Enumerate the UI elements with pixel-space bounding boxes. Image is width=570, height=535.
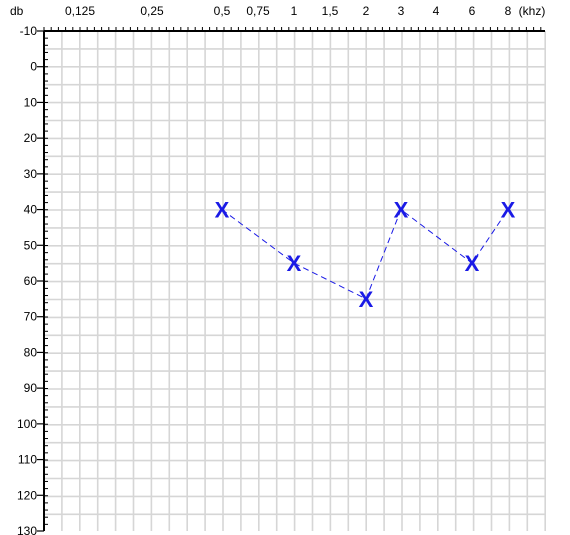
x-tick-label: 4	[433, 4, 440, 18]
y-tick-label: 110	[18, 453, 37, 467]
x-axis-label: (khz)	[519, 4, 546, 18]
x-tick-label: 8	[505, 4, 512, 18]
y-tick-label: 10	[24, 95, 38, 109]
data-point-marker: X	[501, 198, 516, 223]
y-axis-label: db	[10, 4, 24, 18]
x-tick-label: 3	[398, 4, 405, 18]
grid	[44, 31, 545, 531]
y-tick-label: 100	[17, 417, 37, 431]
y-tick-label: 70	[24, 310, 38, 324]
data-point-marker: X	[359, 287, 374, 312]
data-point-marker: X	[215, 198, 230, 223]
y-tick-label: 0	[30, 60, 37, 74]
y-tick-label: 30	[24, 167, 38, 181]
y-tick-label: 120	[17, 488, 37, 502]
x-tick-label: 6	[469, 4, 476, 18]
y-tick-label: -10	[20, 24, 38, 38]
x-tick-label: 0,25	[140, 4, 164, 18]
data-point-marker: X	[287, 251, 302, 276]
y-tick-label: 130	[17, 524, 37, 535]
data-point-marker: X	[465, 251, 480, 276]
x-tick-label: 0,5	[214, 4, 231, 18]
x-tick-label: 1,5	[322, 4, 339, 18]
y-tick-label: 40	[24, 203, 38, 217]
x-tick-label: 0,75	[246, 4, 270, 18]
y-tick-labels: -10 0 10 20 30 40 50 60 70 80 90 100 110 120 130	[17, 24, 44, 535]
y-tick-label: 90	[24, 381, 38, 395]
x-tick-labels: 0,125 0,25 0,5 0,75 1 1,5 2 3 4 6 8	[65, 4, 512, 18]
y-tick-label: 80	[24, 345, 38, 359]
y-tick-label: 50	[24, 238, 38, 252]
y-tick-label: 60	[24, 274, 38, 288]
x-tick-label: 0,125	[65, 4, 95, 18]
data-point-marker: X	[394, 198, 409, 223]
x-tick-label: 2	[363, 4, 370, 18]
series-group: X X X X X X	[215, 198, 516, 312]
y-tick-label: 20	[24, 131, 38, 145]
x-tick-label: 1	[291, 4, 298, 18]
